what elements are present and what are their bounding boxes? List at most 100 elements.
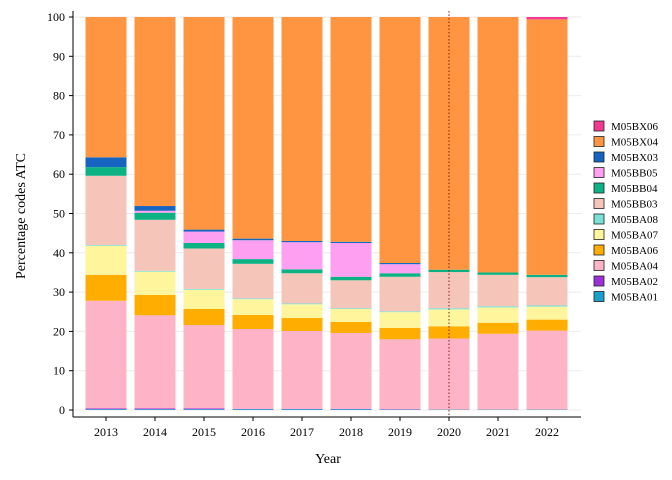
bar-segment bbox=[526, 319, 568, 331]
bar-segment bbox=[232, 314, 274, 330]
legend-swatch bbox=[593, 136, 605, 147]
legend: M05BX06 M05BX04 M05BX03 M05BB05 M05BB04 M05BB… bbox=[593, 120, 659, 304]
legend-item: M05BA06 bbox=[593, 244, 659, 257]
y-tick-label: 60 bbox=[53, 167, 65, 181]
bar-segment bbox=[85, 408, 127, 410]
y-axis-ticks: 0 10 20 30 40 50 60 70 80 90 100 bbox=[47, 10, 73, 417]
bar-segment bbox=[85, 157, 127, 168]
bar-segment bbox=[232, 299, 274, 315]
bar-segment bbox=[281, 331, 323, 409]
legend-swatch bbox=[593, 167, 605, 178]
legend-swatch bbox=[593, 291, 605, 302]
bar-segment bbox=[183, 288, 225, 290]
bar-stack bbox=[85, 17, 127, 410]
bar-segment bbox=[183, 289, 225, 309]
bar-segment bbox=[232, 329, 274, 409]
legend-item: M05BA08 bbox=[593, 213, 659, 226]
bar-segment bbox=[379, 17, 421, 264]
legend-item: M05BB04 bbox=[593, 182, 658, 195]
legend-label: M05BX04 bbox=[611, 137, 659, 149]
bar-segment bbox=[428, 309, 470, 327]
bar-segment bbox=[281, 273, 323, 304]
bar-segment bbox=[134, 315, 176, 409]
bar-stack bbox=[281, 17, 323, 410]
x-tick-label: 2021 bbox=[486, 425, 510, 439]
bar-segment bbox=[281, 17, 323, 242]
bar-segment bbox=[330, 308, 372, 322]
y-tick-label: 20 bbox=[53, 324, 65, 338]
bar-segment bbox=[281, 241, 323, 243]
bar-segment bbox=[232, 17, 274, 239]
legend-label: M05BA07 bbox=[611, 230, 659, 242]
bar-segment bbox=[183, 325, 225, 409]
x-axis-title: Year bbox=[315, 452, 341, 467]
bars bbox=[85, 17, 568, 410]
legend-item: M05BA01 bbox=[593, 291, 658, 304]
legend-swatch bbox=[593, 198, 605, 209]
bar-segment bbox=[428, 338, 470, 410]
legend-item: M05BX06 bbox=[593, 120, 659, 133]
legend-swatch bbox=[593, 120, 605, 132]
bar-segment bbox=[379, 273, 421, 277]
bar-segment bbox=[477, 306, 519, 308]
legend-swatch bbox=[593, 151, 605, 163]
y-tick-label: 90 bbox=[53, 49, 65, 63]
bar-segment bbox=[526, 19, 568, 275]
bar-segment bbox=[526, 330, 568, 410]
bar-segment bbox=[232, 263, 274, 299]
bar-segment bbox=[330, 280, 372, 309]
bar-segment bbox=[183, 17, 225, 230]
bar-segment bbox=[232, 240, 274, 260]
bar-stack bbox=[330, 17, 372, 410]
bar-segment bbox=[281, 318, 323, 332]
bar-stack bbox=[232, 17, 274, 410]
bar-segment bbox=[85, 244, 127, 246]
legend-swatch bbox=[593, 275, 605, 287]
bar-stack bbox=[183, 17, 225, 410]
bar-stack bbox=[477, 17, 519, 410]
x-tick-label: 2018 bbox=[339, 425, 363, 439]
bar-segment bbox=[477, 322, 519, 334]
bar-segment bbox=[526, 305, 568, 307]
bar-segment bbox=[85, 175, 127, 245]
bar-segment bbox=[232, 409, 274, 410]
bar-segment bbox=[183, 248, 225, 289]
bar-segment bbox=[85, 300, 127, 409]
legend-label: M05BA04 bbox=[611, 261, 659, 273]
y-tick-label: 0 bbox=[59, 403, 65, 417]
y-tick-label: 100 bbox=[47, 10, 65, 24]
bar-segment bbox=[134, 206, 176, 211]
bar-segment bbox=[183, 408, 225, 410]
legend-label: M05BA06 bbox=[611, 245, 659, 257]
legend-label: M05BA08 bbox=[611, 214, 659, 226]
bar-segment bbox=[183, 229, 225, 232]
bar-segment bbox=[134, 409, 176, 410]
bar-segment bbox=[477, 307, 519, 323]
legend-label: M05BX03 bbox=[611, 152, 659, 164]
bar-segment bbox=[477, 333, 519, 410]
bar-segment bbox=[281, 269, 323, 274]
bar-segment bbox=[379, 339, 421, 410]
legend-label: M05BX06 bbox=[611, 121, 659, 133]
x-tick-label: 2015 bbox=[192, 425, 216, 439]
x-axis-ticks: 2013 2014 2015 2016 2017 2018 2019 2020 2021 2022 bbox=[94, 417, 559, 439]
x-tick-label: 2016 bbox=[241, 425, 265, 439]
legend-label: M05BA01 bbox=[611, 292, 658, 304]
bar-segment bbox=[526, 17, 568, 20]
y-tick-label: 50 bbox=[53, 207, 65, 221]
bar-segment bbox=[85, 167, 127, 176]
legend-item: M05BA07 bbox=[593, 229, 659, 242]
bar-stack bbox=[428, 17, 470, 410]
legend-swatch bbox=[593, 260, 605, 271]
bar-segment bbox=[330, 242, 372, 277]
bar-segment bbox=[183, 231, 225, 243]
x-tick-label: 2022 bbox=[535, 425, 559, 439]
bar-segment bbox=[232, 238, 274, 241]
bar-segment bbox=[379, 312, 421, 328]
legend-label: M05BA02 bbox=[611, 276, 658, 288]
bar-segment bbox=[281, 303, 323, 305]
bar-segment bbox=[85, 274, 127, 301]
bar-segment bbox=[379, 264, 421, 274]
bar-segment bbox=[85, 245, 127, 275]
bar-segment bbox=[330, 17, 372, 242]
